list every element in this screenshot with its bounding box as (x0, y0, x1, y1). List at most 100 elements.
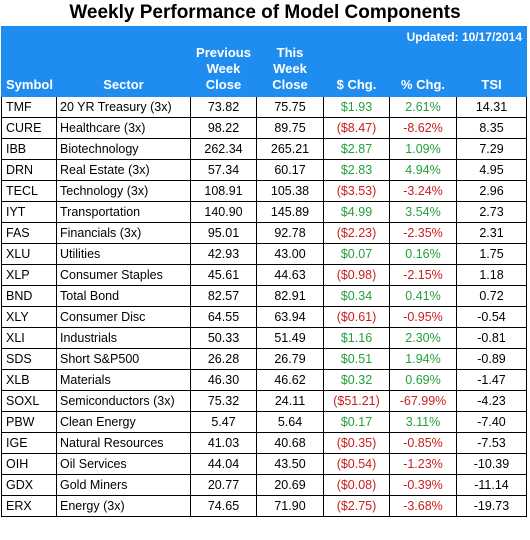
cell-symbol[interactable]: TMF (1, 96, 57, 118)
cell-symbol[interactable]: XLI (1, 327, 57, 349)
cell-this-close[interactable]: 24.11 (256, 390, 324, 412)
table-row[interactable]: TECL Technology (3x) 108.91 105.38 ($3.53) -3… (1, 180, 527, 202)
cell-percent-change[interactable]: -2.35% (389, 222, 457, 244)
cell-previous-close[interactable]: 5.47 (190, 411, 257, 433)
cell-percent-change[interactable]: -1.23% (389, 453, 457, 475)
cell-this-close[interactable]: 82.91 (256, 285, 324, 307)
table-row[interactable]: IBB Biotechnology 262.34 265.21 $2.87 1.09% 7.… (1, 138, 527, 160)
cell-dollar-change[interactable]: ($2.75) (323, 495, 390, 517)
cell-symbol[interactable]: GDX (1, 474, 57, 496)
cell-previous-close[interactable]: 74.65 (190, 495, 257, 517)
cell-dollar-change[interactable]: $1.93 (323, 96, 390, 118)
cell-tsi[interactable]: -10.39 (456, 453, 527, 475)
cell-sector[interactable]: Materials (56, 369, 191, 391)
cell-percent-change[interactable]: -8.62% (389, 117, 457, 139)
cell-percent-change[interactable]: -3.24% (389, 180, 457, 202)
cell-previous-close[interactable]: 64.55 (190, 306, 257, 328)
cell-tsi[interactable]: 2.73 (456, 201, 527, 223)
header-percent-change[interactable]: % Chg. (389, 26, 457, 97)
cell-tsi[interactable]: -0.81 (456, 327, 527, 349)
cell-symbol[interactable]: XLU (1, 243, 57, 265)
table-row[interactable]: GDX Gold Miners 20.77 20.69 ($0.08) -0.39% -11… (1, 474, 527, 496)
cell-tsi[interactable]: 2.31 (456, 222, 527, 244)
cell-symbol[interactable]: IYT (1, 201, 57, 223)
cell-dollar-change[interactable]: $2.87 (323, 138, 390, 160)
table-row[interactable]: TMF 20 YR Treasury (3x) 73.82 75.75 $1.93 2.6… (1, 96, 527, 118)
cell-previous-close[interactable]: 46.30 (190, 369, 257, 391)
cell-sector[interactable]: Energy (3x) (56, 495, 191, 517)
table-row[interactable]: SOXL Semiconductors (3x) 75.32 24.11 ($51.21… (1, 390, 527, 412)
table-row[interactable]: CURE Healthcare (3x) 98.22 89.75 ($8.47) -8.6… (1, 117, 527, 139)
cell-percent-change[interactable]: 0.69% (389, 369, 457, 391)
cell-this-close[interactable]: 60.17 (256, 159, 324, 181)
cell-percent-change[interactable]: 2.30% (389, 327, 457, 349)
cell-tsi[interactable]: 0.72 (456, 285, 527, 307)
cell-dollar-change[interactable]: ($0.35) (323, 432, 390, 454)
cell-this-close[interactable]: 44.63 (256, 264, 324, 286)
cell-tsi[interactable]: -7.53 (456, 432, 527, 454)
cell-symbol[interactable]: IBB (1, 138, 57, 160)
header-this-week-close[interactable]: This Week Close (256, 26, 324, 97)
cell-this-close[interactable]: 43.50 (256, 453, 324, 475)
cell-sector[interactable]: Natural Resources (56, 432, 191, 454)
cell-symbol[interactable]: CURE (1, 117, 57, 139)
cell-percent-change[interactable]: -2.15% (389, 264, 457, 286)
cell-symbol[interactable]: OIH (1, 453, 57, 475)
cell-symbol[interactable]: IGE (1, 432, 57, 454)
cell-this-close[interactable]: 40.68 (256, 432, 324, 454)
header-previous-week-close[interactable]: Previous Week Close (190, 26, 257, 97)
cell-previous-close[interactable]: 20.77 (190, 474, 257, 496)
cell-sector[interactable]: Consumer Staples (56, 264, 191, 286)
cell-symbol[interactable]: FAS (1, 222, 57, 244)
cell-this-close[interactable]: 265.21 (256, 138, 324, 160)
cell-sector[interactable]: Industrials (56, 327, 191, 349)
table-row[interactable]: BND Total Bond 82.57 82.91 $0.34 0.41% 0.72 (1, 285, 527, 307)
cell-percent-change[interactable]: 1.09% (389, 138, 457, 160)
cell-sector[interactable]: Biotechnology (56, 138, 191, 160)
table-row[interactable]: DRN Real Estate (3x) 57.34 60.17 $2.83 4.94% 4… (1, 159, 527, 181)
cell-symbol[interactable]: XLY (1, 306, 57, 328)
cell-dollar-change[interactable]: $2.83 (323, 159, 390, 181)
cell-tsi[interactable]: 7.29 (456, 138, 527, 160)
cell-previous-close[interactable]: 42.93 (190, 243, 257, 265)
cell-dollar-change[interactable]: ($0.61) (323, 306, 390, 328)
cell-tsi[interactable]: 1.18 (456, 264, 527, 286)
cell-percent-change[interactable]: 3.54% (389, 201, 457, 223)
cell-tsi[interactable]: -19.73 (456, 495, 527, 517)
cell-symbol[interactable]: DRN (1, 159, 57, 181)
header-dollar-change[interactable]: $ Chg. (323, 26, 390, 97)
cell-dollar-change[interactable]: ($0.54) (323, 453, 390, 475)
cell-symbol[interactable]: XLB (1, 369, 57, 391)
table-row[interactable]: IYT Transportation 140.90 145.89 $4.99 3.54% 2… (1, 201, 527, 223)
table-row[interactable]: XLU Utilities 42.93 43.00 $0.07 0.16% 1.75 (1, 243, 527, 265)
cell-this-close[interactable]: 71.90 (256, 495, 324, 517)
cell-percent-change[interactable]: 3.11% (389, 411, 457, 433)
header-symbol[interactable]: Symbol (1, 26, 57, 97)
cell-dollar-change[interactable]: $0.51 (323, 348, 390, 370)
cell-dollar-change[interactable]: $0.34 (323, 285, 390, 307)
cell-percent-change[interactable]: 0.16% (389, 243, 457, 265)
cell-symbol[interactable]: PBW (1, 411, 57, 433)
cell-percent-change[interactable]: 1.94% (389, 348, 457, 370)
cell-this-close[interactable]: 46.62 (256, 369, 324, 391)
cell-tsi[interactable]: -11.14 (456, 474, 527, 496)
header-tsi[interactable]: TSI (456, 26, 527, 97)
table-row[interactable]: PBW Clean Energy 5.47 5.64 $0.17 3.11% -7.40 (1, 411, 527, 433)
cell-symbol[interactable]: SDS (1, 348, 57, 370)
table-row[interactable]: XLP Consumer Staples 45.61 44.63 ($0.98) -2.1… (1, 264, 527, 286)
cell-previous-close[interactable]: 73.82 (190, 96, 257, 118)
cell-sector[interactable]: Healthcare (3x) (56, 117, 191, 139)
cell-previous-close[interactable]: 98.22 (190, 117, 257, 139)
cell-this-close[interactable]: 105.38 (256, 180, 324, 202)
cell-this-close[interactable]: 63.94 (256, 306, 324, 328)
cell-percent-change[interactable]: -0.39% (389, 474, 457, 496)
cell-previous-close[interactable]: 41.03 (190, 432, 257, 454)
table-row[interactable]: XLI Industrials 50.33 51.49 $1.16 2.30% -0.81 (1, 327, 527, 349)
cell-tsi[interactable]: 1.75 (456, 243, 527, 265)
cell-tsi[interactable]: -1.47 (456, 369, 527, 391)
cell-previous-close[interactable]: 26.28 (190, 348, 257, 370)
cell-percent-change[interactable]: 2.61% (389, 96, 457, 118)
cell-symbol[interactable]: ERX (1, 495, 57, 517)
cell-sector[interactable]: Real Estate (3x) (56, 159, 191, 181)
table-row[interactable]: IGE Natural Resources 41.03 40.68 ($0.35) -0.… (1, 432, 527, 454)
